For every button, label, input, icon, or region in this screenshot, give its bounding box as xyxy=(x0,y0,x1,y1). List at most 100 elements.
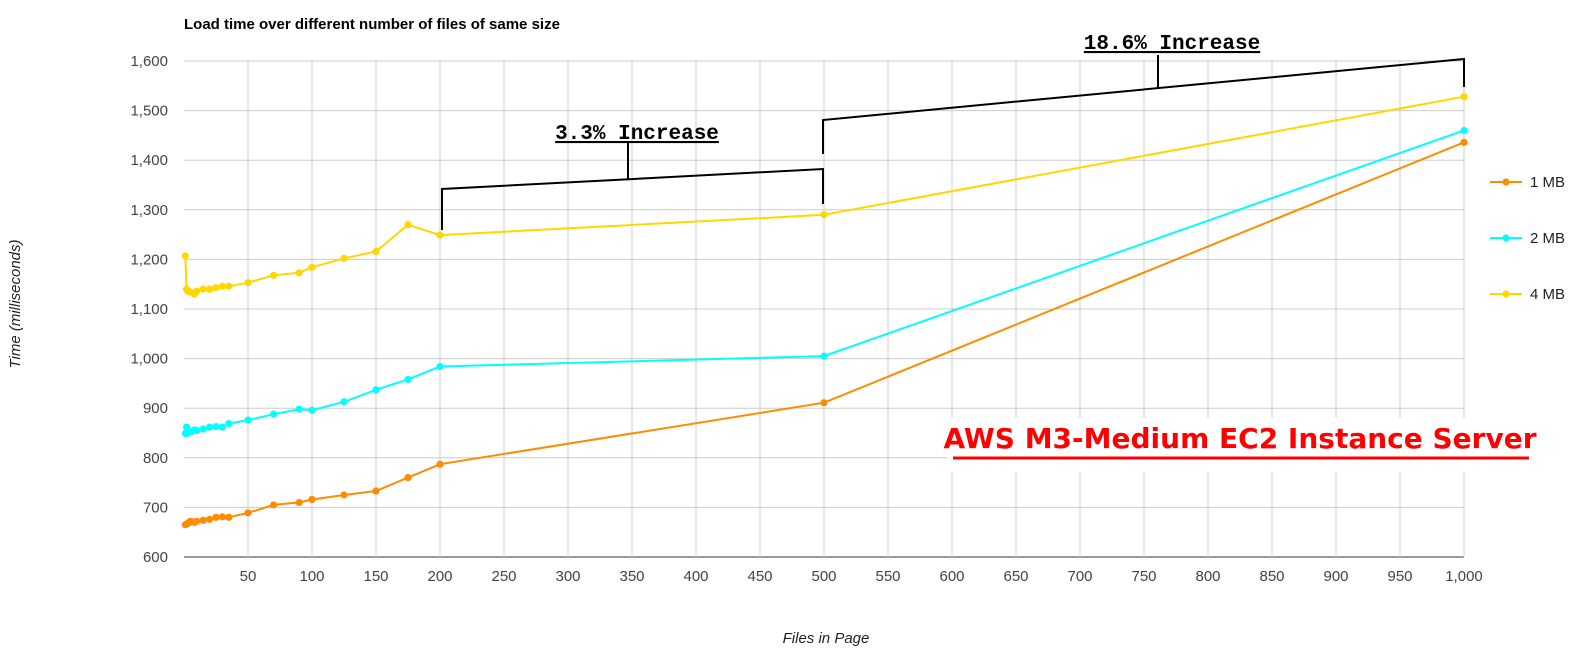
data-point-4-mb xyxy=(340,254,348,263)
data-point-1-mb xyxy=(244,509,252,517)
legend-item-4-mb: 4 MB xyxy=(1490,286,1565,303)
data-point-2-mb xyxy=(206,423,214,431)
x-tick-label: 200 xyxy=(427,568,452,585)
data-point-2-mb xyxy=(244,416,252,424)
annotation-3-3-percent: 3.3% Increase xyxy=(555,123,719,146)
data-point-4-mb xyxy=(181,252,189,260)
server-label-group: AWS M3-Medium EC2 Instance Server xyxy=(943,418,1537,472)
data-point-1-mb xyxy=(206,515,214,523)
data-point-4-mb xyxy=(372,247,380,256)
x-tick-label: 700 xyxy=(1067,568,1092,585)
y-tick-label: 1,300 xyxy=(130,202,168,219)
y-tick-label: 1,500 xyxy=(130,103,168,120)
x-axis-label: Files in Page xyxy=(783,630,870,647)
x-tick-label: 550 xyxy=(875,568,900,585)
x-tick-label: 850 xyxy=(1259,568,1284,585)
y-tick-label: 1,200 xyxy=(130,251,168,268)
y-tick-label: 800 xyxy=(143,450,168,467)
series-1-mb xyxy=(181,138,1468,529)
x-tick-label: 50 xyxy=(240,568,257,585)
data-point-4-mb xyxy=(218,282,226,290)
series-group xyxy=(181,93,1468,529)
annotations: 3.3% Increase 18.6% Increase xyxy=(441,33,1465,230)
data-point-2-mb xyxy=(1460,126,1468,135)
data-point-2-mb xyxy=(436,362,444,371)
y-tick-label: 1,100 xyxy=(130,301,168,318)
chart-title: Load time over different number of files… xyxy=(184,16,560,33)
data-point-2-mb xyxy=(193,426,201,435)
legend-label: 1 MB xyxy=(1530,174,1565,191)
y-tick-label: 600 xyxy=(143,549,168,566)
data-point-4-mb xyxy=(193,287,201,295)
data-point-4-mb xyxy=(225,282,233,290)
data-point-1-mb xyxy=(225,513,233,521)
x-tick-label: 600 xyxy=(939,568,964,585)
data-point-1-mb xyxy=(436,460,444,468)
data-point-2-mb xyxy=(225,419,233,428)
series-4-mb xyxy=(181,93,1468,298)
x-tick-label: 450 xyxy=(747,568,772,585)
x-tick-label: 150 xyxy=(363,568,388,585)
y-tick-label: 1,400 xyxy=(130,152,168,169)
data-point-2-mb xyxy=(218,423,226,431)
x-tick-label: 400 xyxy=(683,568,708,585)
x-tick-label: 900 xyxy=(1323,568,1348,585)
data-point-4-mb xyxy=(436,231,444,239)
data-point-1-mb xyxy=(218,513,226,521)
data-point-1-mb xyxy=(295,498,303,507)
x-tick-label: 750 xyxy=(1131,568,1156,585)
data-point-2-mb xyxy=(199,425,207,433)
x-tick-label: 300 xyxy=(555,568,580,585)
data-point-4-mb xyxy=(199,285,207,293)
x-tick-label: 800 xyxy=(1195,568,1220,585)
data-point-1-mb xyxy=(308,495,316,504)
data-point-2-mb xyxy=(404,375,412,384)
data-point-4-mb xyxy=(270,271,278,279)
data-point-2-mb xyxy=(212,422,220,431)
series-2-mb xyxy=(181,126,1468,438)
legend-item-2-mb: 2 MB xyxy=(1490,230,1565,247)
data-point-1-mb xyxy=(372,487,380,495)
data-point-4-mb xyxy=(206,285,214,293)
x-tick-label: 950 xyxy=(1387,568,1412,585)
legend-swatch-marker xyxy=(1502,178,1510,186)
x-axis-ticks: 50 100 150 200 250 300 350 400 450 500 550 600 650 70… xyxy=(240,568,1483,585)
data-point-4-mb xyxy=(244,279,252,287)
server-label: AWS M3-Medium EC2 Instance Server xyxy=(943,422,1536,455)
server-label-background xyxy=(947,418,1532,472)
data-point-4-mb xyxy=(212,284,220,292)
x-tick-label: 650 xyxy=(1003,568,1028,585)
legend-label: 2 MB xyxy=(1530,230,1565,247)
annotation-18-6-percent: 18.6% Increase xyxy=(1084,33,1260,56)
legend-label: 4 MB xyxy=(1530,286,1565,303)
data-point-2-mb xyxy=(295,405,303,413)
x-tick-label: 500 xyxy=(811,568,836,585)
data-point-1-mb xyxy=(340,491,348,499)
x-tick-label: 350 xyxy=(619,568,644,585)
data-point-1-mb xyxy=(193,517,201,525)
data-point-2-mb xyxy=(340,398,348,406)
y-axis-label: Time (milliseconds) xyxy=(7,239,24,368)
legend: 1 MB 2 MB 4 MB xyxy=(1490,174,1565,303)
data-point-1-mb xyxy=(1460,138,1468,146)
data-point-4-mb xyxy=(404,221,412,229)
legend-swatch-marker xyxy=(1502,290,1510,298)
data-point-4-mb xyxy=(1460,93,1468,101)
legend-swatch-marker xyxy=(1502,234,1510,242)
x-tick-label: 1,000 xyxy=(1445,568,1483,585)
y-tick-label: 900 xyxy=(143,400,168,417)
data-point-2-mb xyxy=(308,406,316,414)
x-tick-label: 250 xyxy=(491,568,516,585)
data-point-4-mb xyxy=(295,269,303,277)
data-point-4-mb xyxy=(308,263,316,271)
legend-item-1-mb: 1 MB xyxy=(1490,174,1565,191)
data-point-2-mb xyxy=(820,352,828,360)
y-axis-ticks: 600 700 800 900 1,000 1,100 1,200 1,300 1,400 1,5… xyxy=(130,53,168,566)
data-point-1-mb xyxy=(212,513,220,521)
y-tick-label: 1,000 xyxy=(130,351,168,368)
bracket-18-6-percent xyxy=(822,57,1465,154)
data-point-1-mb xyxy=(199,516,207,524)
data-point-1-mb xyxy=(270,501,278,509)
data-point-4-mb xyxy=(820,211,828,219)
